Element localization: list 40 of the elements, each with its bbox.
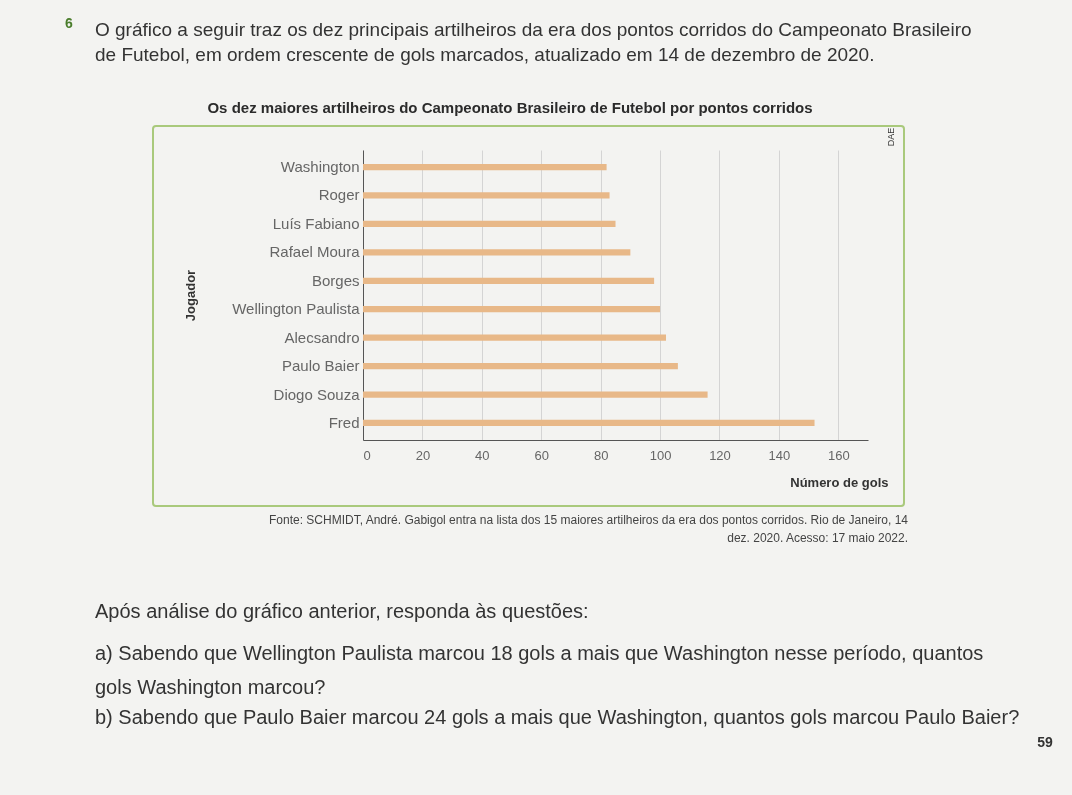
x-axis-title: Número de gols <box>790 474 889 490</box>
y-tick-label: Fred <box>328 413 360 431</box>
x-tick-label: 140 <box>768 447 791 463</box>
bar <box>363 192 610 199</box>
text: Após análise do gráfico anterior, responda às questões: <box>95 600 589 622</box>
text: 59 <box>1037 734 1053 750</box>
y-tick-label: Diogo Souza <box>273 385 361 403</box>
bar <box>363 419 815 427</box>
bar <box>363 306 661 313</box>
bar <box>363 163 607 171</box>
y-tick-label: Borges <box>311 271 360 289</box>
y-axis-title: Jogador <box>183 269 199 322</box>
text: O gráfico a seguir traz os dez principais artilheiros da era dos pontos corridos do Campeonato Brasileiro de Futebol, em ordem crescente de gols marcados, atualizado em 14 de dezembro de 2020. <box>95 19 972 65</box>
y-tick-label: Wellington Paulista <box>232 300 361 318</box>
text: b) Sabendo que Paulo Baier marcou 24 gols a mais que Washington, quantos gols marcou Paulo Baier? <box>95 706 1020 728</box>
x-tick-label: 100 <box>649 447 672 463</box>
y-tick-label: Roger <box>318 186 360 204</box>
bar <box>363 334 666 341</box>
text: 6 <box>65 15 74 31</box>
source-note: Fonte: SCHMIDT, André. Gabigol entra na lista dos 15 maiores artilheiros da era dos pontos corridos. Rio de Janeiro, 14 dez. 2020. Acesso: 17 maio 2022. <box>269 513 909 545</box>
y-tick-label: Paulo Baier <box>281 357 360 375</box>
bar <box>363 220 616 228</box>
y-tick-label: Luís Fabiano <box>272 214 360 232</box>
x-tick-label: 60 <box>534 447 549 463</box>
x-tick-label: 160 <box>827 447 850 463</box>
x-tick-label: 120 <box>709 447 731 463</box>
y-tick-label: Washington <box>280 158 360 176</box>
bar <box>363 249 631 256</box>
text: DAE <box>886 127 896 147</box>
text: a) Sabendo que Wellington Paulista marcou 18 gols a mais que Washington nesse período, quantos gols Washington marcou? <box>95 642 984 698</box>
x-tick-label: 0 <box>363 447 371 463</box>
chart-title: Os dez maiores artilheiros do Campeonato Brasileiro de Futebol por pontos corridos <box>207 99 813 116</box>
x-tick-label: 80 <box>593 447 609 463</box>
bar <box>363 362 678 370</box>
x-tick-label: 20 <box>415 447 431 463</box>
bar <box>363 277 655 284</box>
y-tick-label: Rafael Moura <box>269 243 361 261</box>
y-tick-label: Alecsandro <box>284 328 360 346</box>
bar <box>363 391 708 398</box>
x-tick-label: 40 <box>475 447 490 463</box>
